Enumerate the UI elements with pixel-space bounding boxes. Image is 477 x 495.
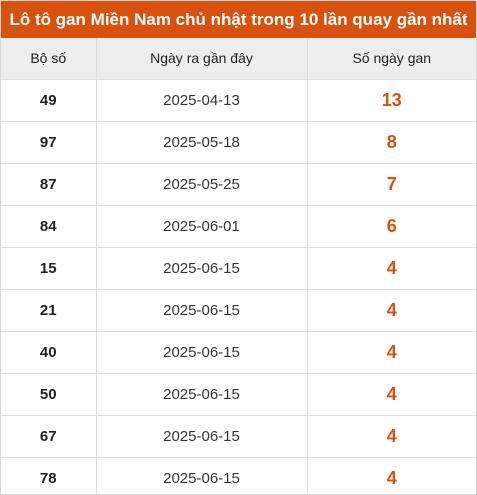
table-row: 84 2025-06-01 6 xyxy=(1,204,476,248)
cell-last-date: 2025-06-15 xyxy=(95,414,308,458)
table-row: 78 2025-06-15 4 xyxy=(1,456,476,494)
table-row: 21 2025-06-15 4 xyxy=(1,288,476,332)
panel-title: Lô tô gan Miền Nam chủ nhật trong 10 lần… xyxy=(1,1,476,38)
cell-number: 67 xyxy=(1,414,97,458)
table-row: 50 2025-06-15 4 xyxy=(1,372,476,416)
cell-last-date: 2025-05-25 xyxy=(95,162,308,206)
gap-table: Bộ số Ngày ra gần đây Số ngày gan 49 202… xyxy=(1,38,476,494)
cell-last-date: 2025-06-01 xyxy=(95,204,308,248)
column-header-last-date: Ngày ra gần đây xyxy=(95,38,308,80)
cell-last-date: 2025-05-18 xyxy=(95,120,308,164)
cell-number: 49 xyxy=(1,78,97,122)
cell-last-date: 2025-06-15 xyxy=(95,456,308,494)
cell-last-date: 2025-06-15 xyxy=(95,372,308,416)
cell-number: 40 xyxy=(1,330,97,374)
cell-number: 78 xyxy=(1,456,97,494)
cell-number: 21 xyxy=(1,288,97,332)
cell-gap-days: 4 xyxy=(306,456,476,494)
cell-gap-days: 4 xyxy=(306,330,476,374)
table-row: 40 2025-06-15 4 xyxy=(1,330,476,374)
table-row: 49 2025-04-13 13 xyxy=(1,78,476,122)
cell-gap-days: 4 xyxy=(306,246,476,290)
cell-number: 84 xyxy=(1,204,97,248)
cell-gap-days: 4 xyxy=(306,372,476,416)
column-header-number: Bộ số xyxy=(1,38,97,80)
cell-gap-days: 4 xyxy=(306,414,476,458)
cell-gap-days: 4 xyxy=(306,288,476,332)
cell-number: 97 xyxy=(1,120,97,164)
table-row: 97 2025-05-18 8 xyxy=(1,120,476,164)
cell-number: 87 xyxy=(1,162,97,206)
cell-last-date: 2025-06-15 xyxy=(95,288,308,332)
cell-gap-days: 6 xyxy=(306,204,476,248)
cell-last-date: 2025-06-15 xyxy=(95,246,308,290)
cell-gap-days: 13 xyxy=(306,78,476,122)
cell-last-date: 2025-04-13 xyxy=(95,78,308,122)
cell-number: 15 xyxy=(1,246,97,290)
cell-gap-days: 7 xyxy=(306,162,476,206)
table-row: 87 2025-05-25 7 xyxy=(1,162,476,206)
cell-number: 50 xyxy=(1,372,97,416)
column-header-gap-days: Số ngày gan xyxy=(306,38,476,80)
cell-gap-days: 8 xyxy=(306,120,476,164)
table-header-row: Bộ số Ngày ra gần đây Số ngày gan xyxy=(1,38,476,80)
cell-last-date: 2025-06-15 xyxy=(95,330,308,374)
table-row: 67 2025-06-15 4 xyxy=(1,414,476,458)
table-row: 15 2025-06-15 4 xyxy=(1,246,476,290)
